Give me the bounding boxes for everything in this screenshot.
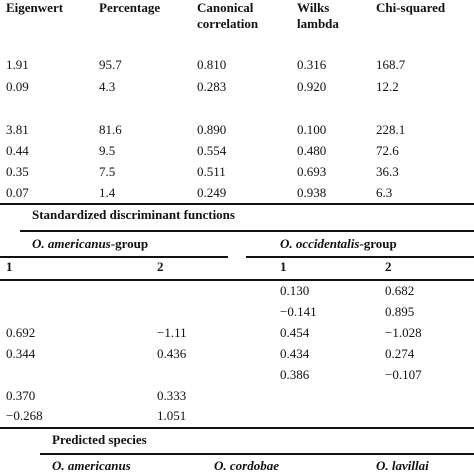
cell-eigenwert: 0.44 <box>6 143 29 158</box>
cell-oc-2: 0.274 <box>385 346 415 361</box>
table-divider <box>0 427 474 429</box>
group-occidentalis-suffix: -group <box>359 236 397 251</box>
group-occidentalis: O. occidentalis-group <box>280 236 397 252</box>
cell-wilks: 0.100 <box>297 122 327 137</box>
cell-chi: 72.6 <box>376 143 399 158</box>
cell-wilks: 0.920 <box>297 79 327 94</box>
cell-percentage: 7.5 <box>99 164 116 179</box>
func-header-am-1: 1 <box>6 259 13 274</box>
func-header-oc-2: 2 <box>385 259 392 274</box>
cell-eigenwert: 0.35 <box>6 164 29 179</box>
table-divider <box>0 203 474 205</box>
cell-oc-1: 0.130 <box>280 283 310 298</box>
cell-am-2: −1.11 <box>157 325 187 340</box>
species-americanus: O. americanus <box>52 458 131 473</box>
header-correlation: correlation <box>197 16 259 31</box>
group-americanus-suffix: -group <box>110 236 149 251</box>
table-divider <box>20 230 474 232</box>
cell-oc-2: −0.107 <box>385 367 422 382</box>
header-eigenwert: Eigenwert <box>6 0 64 15</box>
cell-wilks: 0.693 <box>297 164 327 179</box>
group-americanus-name: O. americanus <box>32 236 111 251</box>
group-divider-occidentalis <box>246 256 474 258</box>
cell-chi: 6.3 <box>376 185 393 200</box>
cell-eigenwert: 1.91 <box>6 57 29 72</box>
cell-wilks: 0.316 <box>297 57 327 72</box>
header-percentage: Percentage <box>99 0 161 15</box>
cell-am-1: −0.268 <box>6 408 43 423</box>
cell-percentage: 1.4 <box>99 185 116 200</box>
cell-oc-1: 0.454 <box>280 325 310 340</box>
cell-am-2: 0.436 <box>157 346 187 361</box>
func-header-oc-1: 1 <box>280 259 287 274</box>
group-occidentalis-name: O. occidentalis <box>280 236 360 251</box>
header-canonical: Canonical <box>197 0 254 15</box>
cell-oc-1: −0.141 <box>280 304 317 319</box>
header-wilks: Wilks <box>297 0 330 15</box>
cell-canonical: 0.283 <box>197 79 227 94</box>
header-chi-squared: Chi-squared <box>376 0 446 15</box>
cell-chi: 228.1 <box>376 122 406 137</box>
group-divider-americanus <box>0 256 228 258</box>
cell-canonical: 0.249 <box>197 185 227 200</box>
table-divider <box>0 279 474 281</box>
cell-canonical: 0.810 <box>197 57 227 72</box>
cell-eigenwert: 3.81 <box>6 122 29 137</box>
cell-oc-1: 0.434 <box>280 346 310 361</box>
cell-oc-1: 0.386 <box>280 367 310 382</box>
cell-am-2: 1.051 <box>157 408 187 423</box>
cell-oc-2: 0.682 <box>385 283 415 298</box>
cell-chi: 12.2 <box>376 79 399 94</box>
cell-percentage: 9.5 <box>99 143 116 158</box>
std-title: Standardized discriminant functions <box>32 207 235 222</box>
cell-percentage: 4.3 <box>99 79 116 94</box>
species-cordobae: O. cordobae <box>214 458 279 473</box>
group-americanus: O. americanus-group <box>32 236 148 252</box>
cell-oc-2: 0.895 <box>385 304 415 319</box>
func-header-am-2: 2 <box>157 259 164 274</box>
species-lavillai: O. lavillai <box>376 458 429 473</box>
cell-am-1: 0.692 <box>6 325 36 340</box>
cell-am-2: 0.333 <box>157 388 187 403</box>
table-divider <box>40 453 474 455</box>
cell-canonical: 0.511 <box>197 164 226 179</box>
header-lambda: lambda <box>297 16 339 31</box>
cell-wilks: 0.480 <box>297 143 327 158</box>
predicted-title: Predicted species <box>52 432 147 447</box>
cell-eigenwert: 0.09 <box>6 79 29 94</box>
cell-eigenwert: 0.07 <box>6 185 29 200</box>
cell-am-1: 0.344 <box>6 346 36 361</box>
cell-chi: 168.7 <box>376 57 406 72</box>
cell-canonical: 0.890 <box>197 122 227 137</box>
cell-percentage: 95.7 <box>99 57 122 72</box>
cell-chi: 36.3 <box>376 164 399 179</box>
cell-percentage: 81.6 <box>99 122 122 137</box>
cell-wilks: 0.938 <box>297 185 327 200</box>
cell-oc-2: −1.028 <box>385 325 422 340</box>
cell-canonical: 0.554 <box>197 143 227 158</box>
cell-am-1: 0.370 <box>6 388 36 403</box>
